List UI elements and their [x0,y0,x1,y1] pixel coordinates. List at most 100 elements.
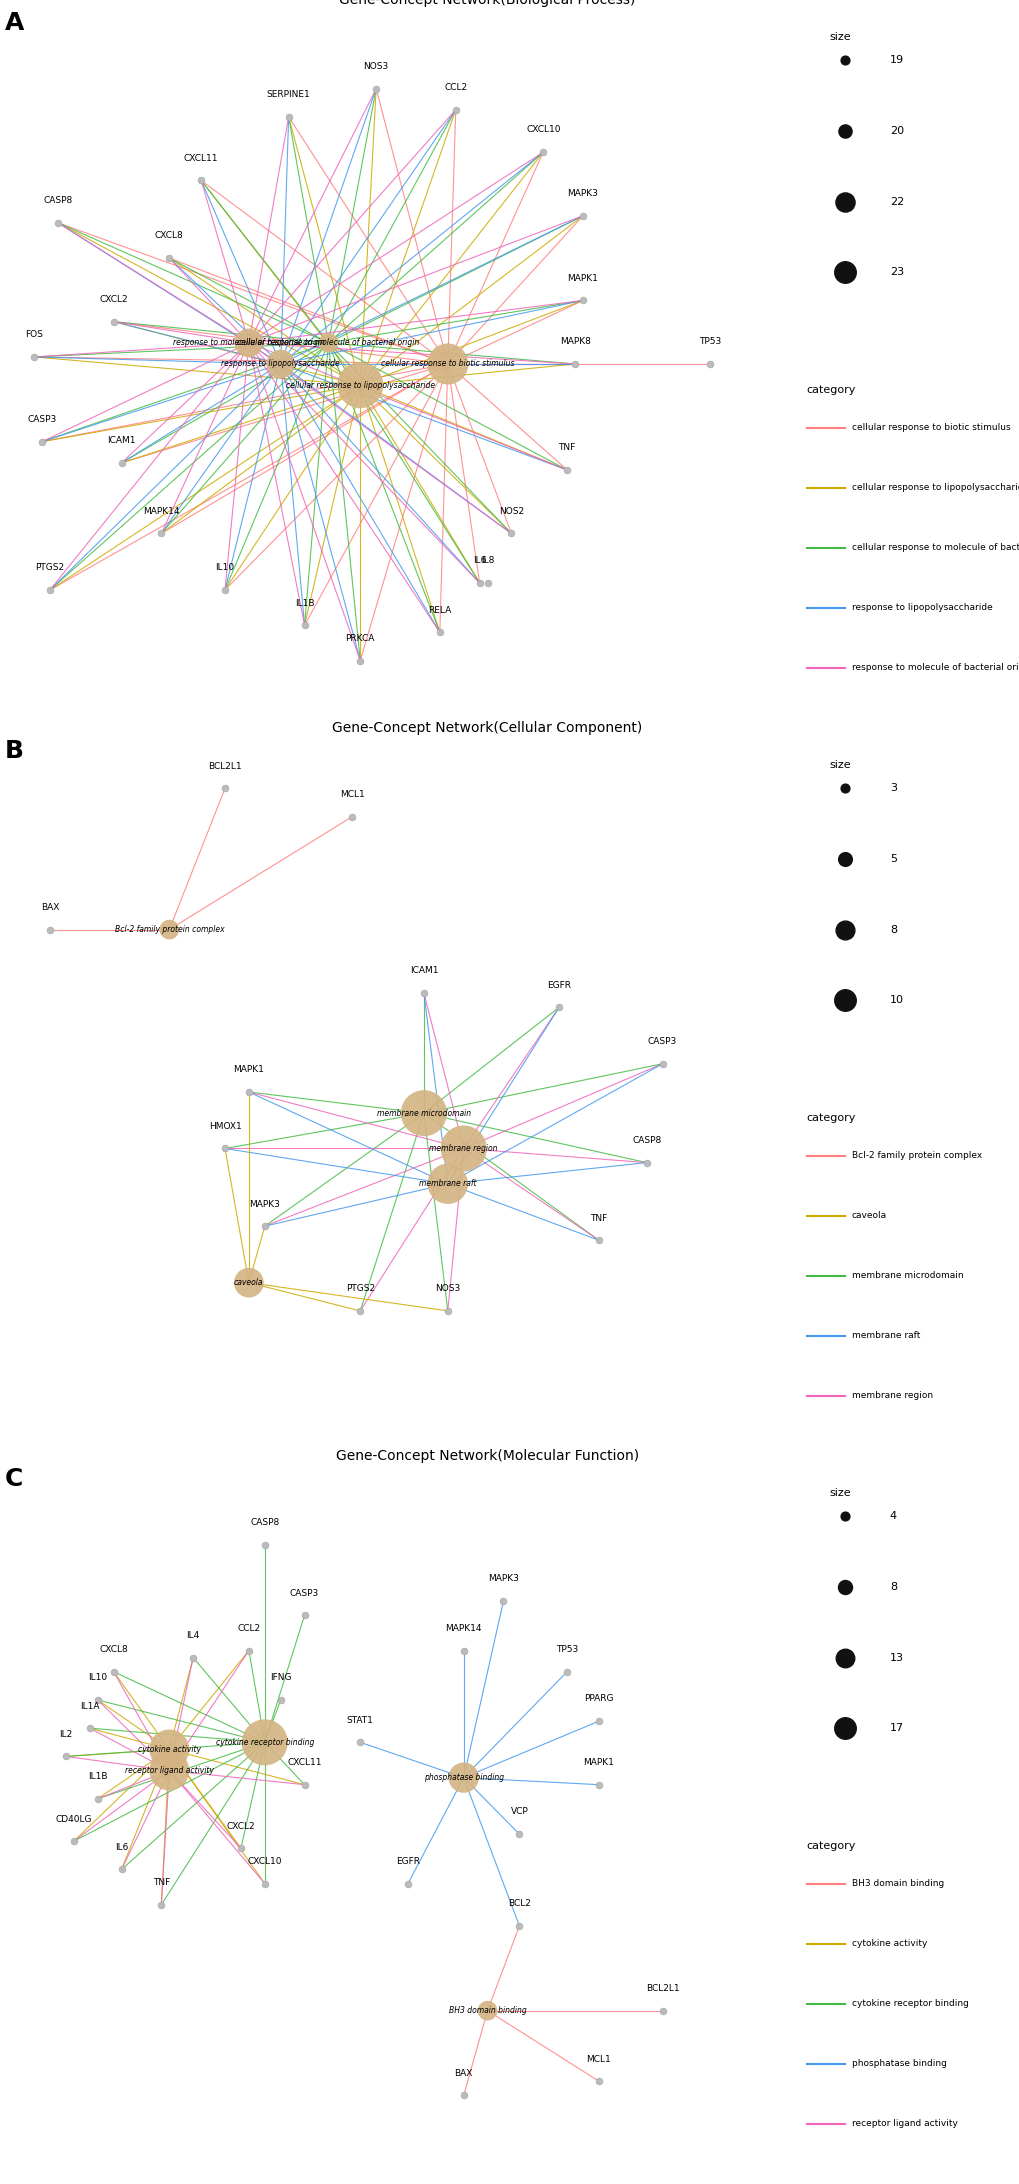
Text: 20: 20 [889,127,903,135]
Text: CASP8: CASP8 [43,197,72,205]
Text: EGFR: EGFR [395,1856,420,1865]
Point [113,446,129,480]
Point [161,240,177,275]
Point [590,2064,606,2099]
Text: 5: 5 [889,854,896,865]
Point [58,1738,74,1773]
Point [836,256,852,290]
Point [550,989,567,1024]
Text: response to lipopolysaccharide: response to lipopolysaccharide [221,360,339,369]
Point [257,1865,273,1900]
Point [567,347,583,382]
Text: CASP8: CASP8 [250,1518,279,1527]
Point [836,841,852,876]
Text: membrane region: membrane region [851,1391,932,1400]
Point [297,1599,313,1634]
Text: cytokine activity: cytokine activity [138,1745,201,1754]
Text: phosphatase binding: phosphatase binding [851,2060,946,2068]
Point [65,1824,82,1859]
Text: receptor ligand activity: receptor ligand activity [851,2118,957,2127]
Point [654,1994,671,2029]
Text: BCL2L1: BCL2L1 [645,1983,679,1994]
Text: IL2: IL2 [59,1730,72,1738]
Point [701,347,717,382]
Text: phosphatase binding: phosphatase binding [423,1773,503,1782]
Point [455,1634,472,1669]
Point [836,913,852,948]
Text: MAPK3: MAPK3 [487,1575,519,1583]
Point [240,1075,257,1109]
Point [399,1865,416,1900]
Text: STAT1: STAT1 [346,1717,373,1725]
Point [836,771,852,806]
Point [257,1208,273,1243]
Text: A: A [5,11,24,35]
Text: IL1B: IL1B [294,598,314,607]
Text: category: category [806,1114,855,1123]
Text: PPARG: PPARG [584,1695,613,1704]
Point [280,98,297,135]
Text: IL1A: IL1A [79,1701,100,1710]
Text: IFNG: IFNG [270,1673,291,1682]
Point [836,1498,852,1533]
Point [535,135,551,170]
Text: CXCL11: CXCL11 [183,153,218,164]
Text: BCL2L1: BCL2L1 [208,762,242,771]
Text: MAPK8: MAPK8 [559,336,590,347]
Text: response to molecule of bacterial origin: response to molecule of bacterial origin [851,664,1019,673]
Text: NOS3: NOS3 [435,1284,460,1293]
Text: Bcl-2 family protein complex: Bcl-2 family protein complex [851,1151,981,1160]
Point [502,515,519,550]
Text: 19: 19 [889,55,903,66]
Text: MCL1: MCL1 [586,2055,610,2064]
Text: membrane region: membrane region [429,1144,497,1153]
Point [161,913,177,948]
Point [153,515,169,550]
Text: MAPK1: MAPK1 [567,273,598,282]
Text: PRKCA: PRKCA [345,633,375,642]
Point [455,2077,472,2112]
Point [25,339,42,373]
Text: TP53: TP53 [698,336,720,347]
Point [471,566,487,601]
Point [352,642,368,677]
Text: membrane raft: membrane raft [419,1179,476,1188]
Text: BH3 domain binding: BH3 domain binding [851,1878,943,1887]
Text: CCL2: CCL2 [237,1625,260,1634]
Point [836,183,852,218]
Text: 13: 13 [889,1653,903,1662]
Text: EGFR: EGFR [546,981,571,989]
Text: caveola: caveola [851,1212,886,1221]
Text: MAPK1: MAPK1 [583,1758,613,1767]
Text: MAPK14: MAPK14 [445,1625,481,1634]
Text: 23: 23 [889,266,903,277]
Point [82,1710,98,1745]
Text: TNF: TNF [558,443,575,452]
Text: NOS3: NOS3 [363,61,388,70]
Text: 3: 3 [889,784,896,793]
Text: 8: 8 [889,924,896,935]
Text: IL6: IL6 [115,1843,128,1852]
Point [240,1265,257,1299]
Point [558,1653,575,1688]
Point [590,1767,606,1802]
Text: membrane microdomain: membrane microdomain [376,1109,471,1118]
Point [836,983,852,1018]
Point [575,199,591,234]
Point [836,114,852,149]
Text: CD40LG: CD40LG [56,1815,92,1824]
Text: Gene-Concept Network(Biological Process): Gene-Concept Network(Biological Process) [339,0,635,7]
Text: 4: 4 [889,1511,896,1522]
Text: membrane microdomain: membrane microdomain [851,1271,962,1280]
Point [447,92,464,127]
Point [352,1293,368,1328]
Point [439,1293,455,1328]
Text: IL1B: IL1B [88,1771,107,1782]
Point [439,347,455,382]
Point [240,325,257,360]
Text: CXCL2: CXCL2 [99,295,127,304]
Text: CXCL2: CXCL2 [226,1821,255,1830]
Text: IL10: IL10 [215,563,234,572]
Text: CXCL10: CXCL10 [248,1856,282,1865]
Point [257,1725,273,1760]
